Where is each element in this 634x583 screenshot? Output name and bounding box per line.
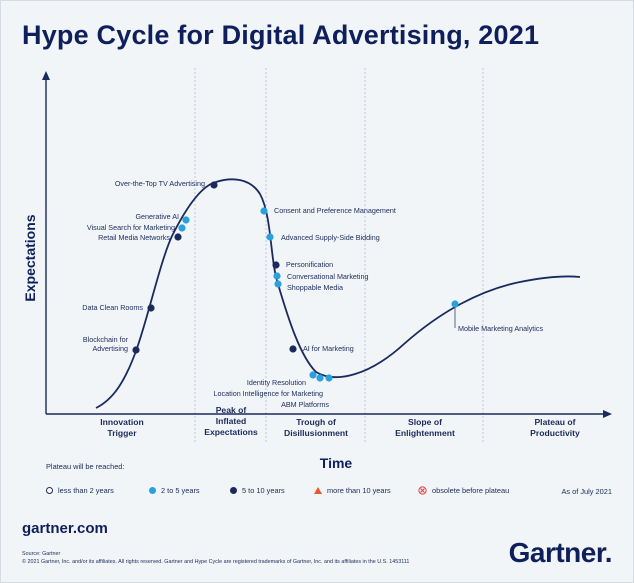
legend-item-more-than-10: more than 10 years: [314, 486, 391, 495]
legend-label: obsolete before plateau: [432, 486, 510, 495]
hype-point-marker: [178, 224, 186, 232]
hype-point-label: Identity Resolution: [247, 378, 306, 387]
hype-point: Location Intelligence for Marketing: [214, 374, 324, 398]
phase-label: Slope of Enlightenment: [395, 417, 455, 438]
legend-label: more than 10 years: [327, 486, 391, 495]
phase-label: Innovation Trigger: [100, 417, 143, 438]
hype-point-label: Personification: [286, 260, 333, 269]
page-title: Hype Cycle for Digital Advertising, 2021: [22, 20, 540, 50]
hype-point-marker: [272, 261, 280, 269]
hype-point-marker: [266, 233, 274, 241]
hype-point: Blockchain for Advertising: [83, 335, 140, 354]
hype-point-marker: [147, 304, 155, 312]
hype-point: Identity Resolution: [247, 371, 317, 387]
hype-point-marker: [309, 371, 317, 379]
hype-point-label: Shoppable Media: [287, 283, 343, 292]
hype-point: Personification: [272, 260, 333, 269]
hype-point: Visual Search for Marketing: [87, 223, 186, 232]
hype-point: ABM Platforms: [281, 374, 333, 409]
as-of-date: As of July 2021: [561, 487, 612, 496]
hype-point-marker: [273, 272, 281, 280]
hype-points: Over-the-Top TV Advertising Generative AI…: [82, 179, 543, 409]
gartner-logo: Gartner.: [508, 537, 613, 568]
hype-point-label: Over-the-Top TV Advertising: [115, 179, 205, 188]
logo-text: Gartner: [508, 537, 606, 568]
hype-point-label: Mobile Marketing Analytics: [458, 324, 543, 333]
hype-point: Retail Media Networks: [98, 233, 182, 242]
hype-point-marker: [289, 345, 297, 353]
x-axis-arrow-icon: [603, 410, 612, 418]
hype-point-marker: [325, 374, 333, 382]
hype-point: Data Clean Rooms: [82, 303, 155, 312]
hype-point-marker: [182, 216, 190, 224]
hype-point: Advanced Supply-Side Bidding: [266, 233, 380, 242]
y-axis-title: Expectations: [22, 214, 38, 301]
source-line: Source: Gartner: [22, 551, 61, 557]
hype-point-marker: [174, 233, 182, 241]
hype-point-label: Conversational Marketing: [287, 272, 369, 281]
hype-point: AI for Marketing: [289, 344, 354, 353]
phase-label: Trough of Disillusionment: [284, 417, 348, 438]
hype-curve: [95, 178, 581, 409]
light-blue-dot-icon: [149, 487, 156, 494]
phase-label: Peak of Inflated Expectations: [204, 405, 258, 437]
source-note: Source: Gartner © 2021 Gartner, Inc. and…: [22, 550, 409, 566]
hype-point-marker: [274, 280, 282, 288]
hype-point-label: Retail Media Networks: [98, 233, 170, 242]
phase-labels: Innovation Trigger Peak of Inflated Expectat…: [100, 405, 580, 438]
legend: less than 2 years 2 to 5 years 5 to 10 y…: [46, 486, 606, 500]
legend-label: 2 to 5 years: [161, 486, 200, 495]
hype-point: Mobile Marketing Analytics: [451, 300, 543, 333]
hype-point-label: Location Intelligence for Marketing: [214, 389, 323, 398]
copyright-line: © 2021 Gartner, Inc. and/or its affiliat…: [22, 559, 410, 565]
y-axis-arrow-icon: [42, 71, 50, 80]
hype-point: Conversational Marketing: [273, 272, 369, 281]
hype-point-label: AI for Marketing: [303, 344, 354, 353]
hype-point-marker: [451, 300, 459, 308]
hype-point-label: Visual Search for Marketing: [87, 223, 175, 232]
navy-dot-icon: [230, 487, 237, 494]
legend-label: 5 to 10 years: [242, 486, 285, 495]
phase-label: Plateau of Productivity: [530, 417, 580, 438]
hype-point: Generative AI: [135, 212, 190, 224]
red-crossed-circle-icon: [418, 486, 427, 495]
phase-dividers: [194, 68, 484, 444]
hollow-circle-icon: [46, 487, 53, 494]
site-link[interactable]: gartner.com: [22, 520, 108, 537]
hype-point-label: ABM Platforms: [281, 400, 329, 409]
hype-point: Shoppable Media: [274, 280, 343, 292]
hype-point-marker: [132, 346, 140, 354]
legend-title: Plateau will be reached:: [46, 462, 125, 471]
hype-point-label: Generative AI: [135, 212, 179, 221]
legend-item-less-than-2: less than 2 years: [46, 486, 114, 495]
legend-item-obsolete: obsolete before plateau: [418, 486, 509, 495]
axes: [42, 71, 612, 418]
hype-point: Over-the-Top TV Advertising: [115, 179, 218, 189]
x-axis-title: Time: [320, 455, 353, 471]
hype-point-marker: [260, 207, 268, 215]
legend-item-2-to-5: 2 to 5 years: [149, 486, 200, 495]
hype-point-label: Blockchain for Advertising: [83, 335, 129, 353]
hype-point-label: Advanced Supply-Side Bidding: [281, 233, 380, 242]
legend-label: less than 2 years: [58, 486, 114, 495]
hype-point-label: Consent and Preference Management: [274, 206, 396, 215]
hype-point-marker: [316, 374, 324, 382]
hype-point-marker: [210, 181, 218, 189]
orange-triangle-icon: [314, 487, 322, 494]
hype-point: Consent and Preference Management: [260, 206, 396, 215]
legend-item-5-to-10: 5 to 10 years: [230, 486, 285, 495]
hype-point-label: Data Clean Rooms: [82, 303, 143, 312]
